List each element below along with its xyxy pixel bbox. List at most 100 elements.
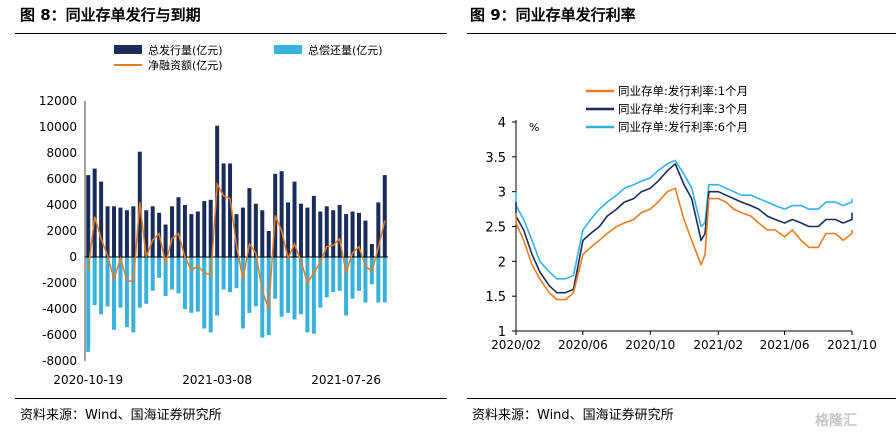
- issuance-bar: [124, 210, 129, 257]
- repayment-bar: [292, 257, 297, 320]
- legend-label: 净融资额(亿元): [148, 58, 223, 72]
- repayment-bar: [363, 257, 368, 303]
- issuance-bar: [324, 206, 329, 257]
- rate-line-2: [515, 163, 853, 294]
- issuance-bar: [150, 206, 155, 257]
- issuance-bar: [92, 168, 97, 257]
- issuance-bar: [331, 210, 336, 257]
- repayment-bar: [118, 257, 123, 308]
- issuance-bar: [99, 181, 104, 257]
- repayment-bar: [163, 257, 168, 296]
- issuance-bar: [279, 171, 284, 257]
- repayment-bar: [350, 257, 355, 299]
- issuance-bar: [311, 195, 316, 257]
- repayment-bar: [92, 257, 97, 306]
- bottom-rule-left: [15, 398, 447, 399]
- issuance-bar: [350, 211, 355, 257]
- rate-line-3: [515, 159, 853, 280]
- repayment-bar: [150, 257, 155, 291]
- issuance-bar: [363, 220, 368, 257]
- issuance-bar: [131, 206, 136, 257]
- repayment-bar: [215, 257, 220, 316]
- repayment-bar: [99, 257, 104, 315]
- issuance-bar: [305, 207, 310, 257]
- legend-label: 同业存单:发行利率:1个月: [618, 84, 748, 98]
- repayment-bar: [344, 257, 349, 316]
- issuance-bar: [208, 199, 213, 257]
- issuance-bar: [298, 203, 303, 257]
- figure8-source: 资料来源：Wind、国海证券研究所: [20, 408, 222, 423]
- repayment-bar: [137, 257, 142, 308]
- issuance-bar: [286, 202, 291, 257]
- figure9-title: 图 9：同业存单发行利率: [470, 6, 636, 24]
- issuance-bar: [292, 181, 297, 257]
- issuance-bar: [182, 205, 187, 257]
- x-tick-label: 2020/02: [491, 338, 541, 352]
- repayment-bar: [253, 257, 258, 307]
- y-tick-label: 1.5: [485, 290, 506, 305]
- repayment-bar: [86, 257, 91, 352]
- legend-label: 总偿还量(亿元): [308, 43, 383, 57]
- y-tick-label: -8000: [42, 354, 77, 368]
- repayment-bar: [228, 257, 233, 293]
- issuance-bar: [189, 214, 194, 257]
- repayment-bar: [311, 257, 316, 334]
- issuance-bar: [228, 163, 233, 257]
- y-tick-label: 8000: [46, 146, 77, 160]
- issuance-bar: [202, 201, 207, 257]
- issuance-bar: [369, 244, 374, 257]
- repayment-bar: [305, 257, 310, 333]
- issuance-bar: [195, 211, 200, 257]
- x-tick-label: 2021/10: [827, 338, 877, 352]
- top-rule-right: [467, 33, 896, 34]
- issuance-bar: [234, 214, 239, 257]
- repayment-bar: [298, 257, 303, 315]
- repayment-bar: [376, 257, 381, 303]
- y-tick-label: 3.5: [485, 151, 506, 166]
- x-tick-label: 2021/06: [760, 338, 810, 352]
- issuance-bar: [176, 197, 181, 257]
- y-tick-label: 2: [498, 255, 506, 270]
- repayment-bar: [157, 257, 162, 278]
- issuance-bar: [337, 205, 342, 257]
- rate-line-1: [515, 187, 853, 301]
- y-tick-label: 0: [69, 250, 77, 264]
- y-tick-label: 6000: [46, 172, 77, 186]
- repayment-bar: [144, 257, 149, 304]
- repayment-bar: [182, 257, 187, 309]
- repayment-bar: [247, 257, 252, 313]
- issuance-bar: [260, 210, 265, 257]
- repayment-bar: [176, 257, 181, 294]
- repayment-bar: [240, 257, 245, 329]
- repayment-bar: [286, 257, 291, 313]
- issuance-bar: [86, 175, 91, 257]
- repayment-bar: [382, 257, 387, 303]
- watermark-logo: 格隆汇: [815, 413, 857, 429]
- y-tick-label: 1: [498, 325, 506, 340]
- repayment-bar: [331, 257, 336, 293]
- repayment-bar: [170, 257, 175, 290]
- x-tick-label: 2020-10-19: [53, 373, 123, 387]
- repayment-bar: [234, 257, 239, 289]
- repayment-bar: [356, 257, 361, 291]
- repayment-bar: [124, 257, 129, 328]
- x-tick-label: 2021/02: [693, 338, 743, 352]
- repayment-bar: [131, 257, 136, 333]
- issuance-bar: [112, 206, 117, 257]
- issuance-bar: [318, 211, 323, 257]
- top-rule-left: [15, 33, 447, 34]
- x-tick-label: 2021-07-26: [311, 373, 381, 387]
- repayment-bar: [105, 257, 110, 307]
- x-tick-label: 2021-03-08: [182, 373, 252, 387]
- y-tick-label: -6000: [42, 328, 77, 342]
- issuance-bar: [170, 206, 175, 257]
- issuance-bar: [144, 210, 149, 257]
- y-tick-label: 3: [498, 186, 506, 201]
- repayment-bar: [221, 257, 226, 290]
- unit-label: %: [529, 121, 539, 134]
- repayment-bar: [112, 257, 117, 330]
- net-financing-line: [87, 181, 386, 310]
- y-tick-label: 10000: [39, 120, 77, 134]
